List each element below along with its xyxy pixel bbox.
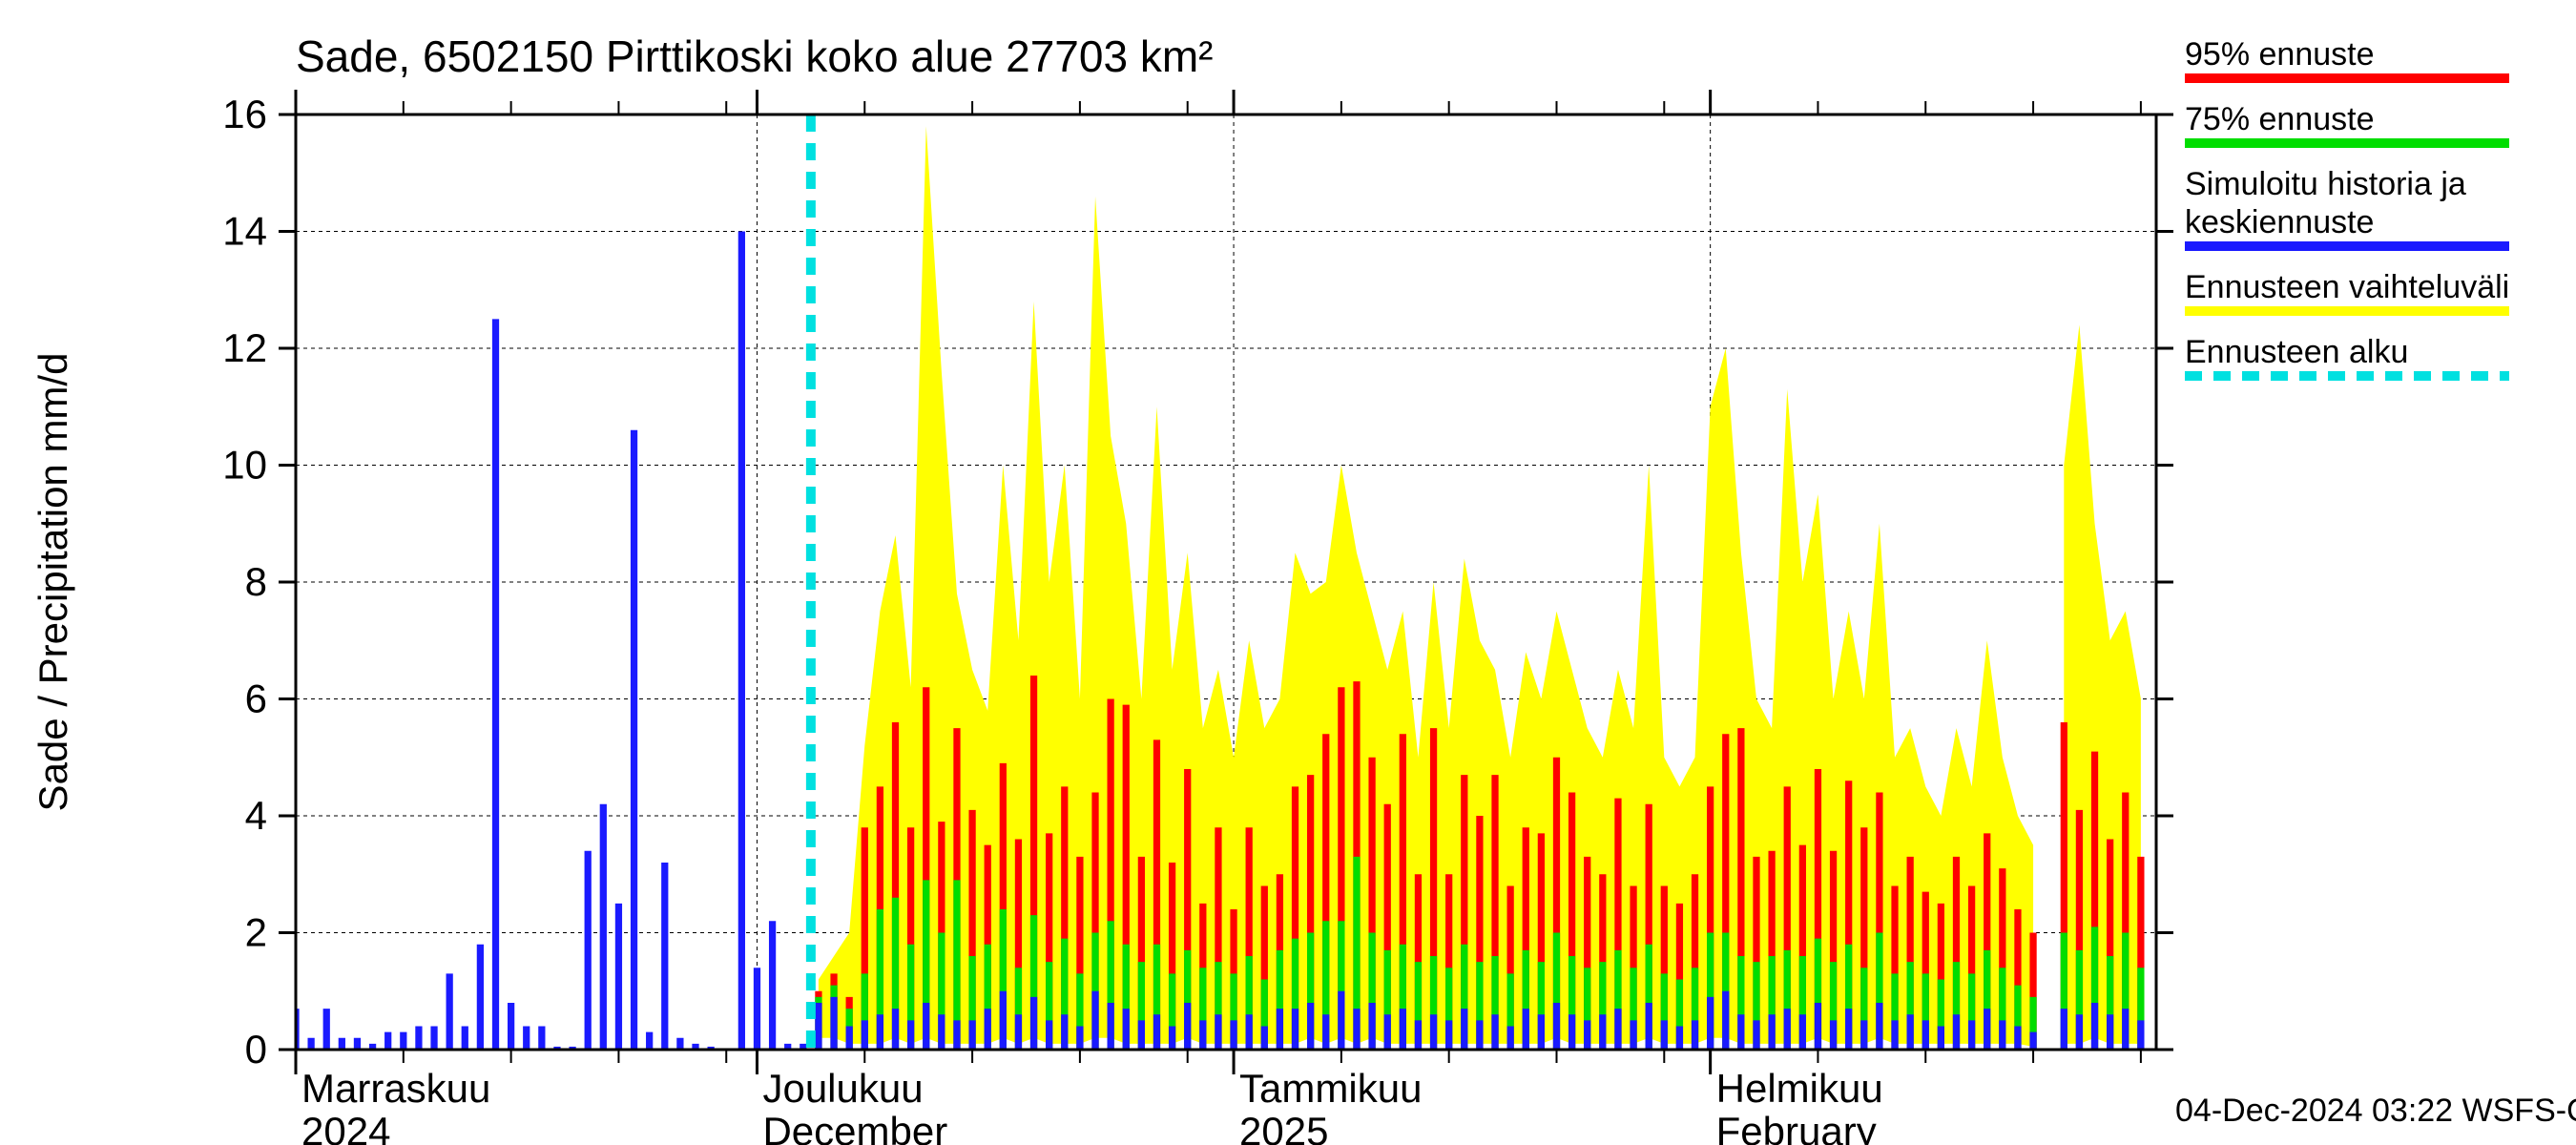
y-tick-label: 0 xyxy=(245,1027,267,1072)
x-month-label: Joulukuu xyxy=(762,1066,923,1111)
y-tick-label: 6 xyxy=(245,677,267,721)
y-axis-label: Sade / Precipitation mm/d xyxy=(31,353,75,812)
legend-label: Ennusteen vaihteluväli xyxy=(2185,269,2509,305)
legend-label: Ennusteen alku xyxy=(2185,334,2408,370)
x-month-label: Marraskuu xyxy=(301,1066,490,1111)
legend-label: keskiennuste xyxy=(2185,204,2374,240)
x-month-sublabel: February xyxy=(1716,1109,1877,1145)
y-tick-label: 14 xyxy=(222,209,267,254)
y-tick-label: 12 xyxy=(222,325,267,370)
y-tick-label: 2 xyxy=(245,910,267,955)
x-month-label: Tammikuu xyxy=(1239,1066,1422,1111)
x-month-label: Helmikuu xyxy=(1716,1066,1883,1111)
chart-title: Sade, 6502150 Pirttikoski koko alue 2770… xyxy=(296,31,1213,81)
x-month-sublabel: December xyxy=(762,1109,947,1145)
precipitation-chart: 0 2 4 6 8 10 12 14 16 Marraskuu2024 JoulukuuDecemb… xyxy=(0,0,2576,1145)
x-month-sublabel: 2024 xyxy=(301,1109,390,1145)
y-tick-label: 8 xyxy=(245,559,267,604)
legend-label: 75% ennuste xyxy=(2185,101,2375,137)
legend-label: Simuloitu historia ja xyxy=(2185,166,2466,202)
y-tick-label: 4 xyxy=(245,793,267,838)
chart-footer: 04-Dec-2024 03:22 WSFS-O xyxy=(2175,1093,2576,1129)
y-tick-label: 10 xyxy=(222,443,267,488)
y-tick-label: 16 xyxy=(222,92,267,136)
x-month-sublabel: 2025 xyxy=(1239,1109,1328,1145)
legend-label: 95% ennuste xyxy=(2185,36,2375,73)
